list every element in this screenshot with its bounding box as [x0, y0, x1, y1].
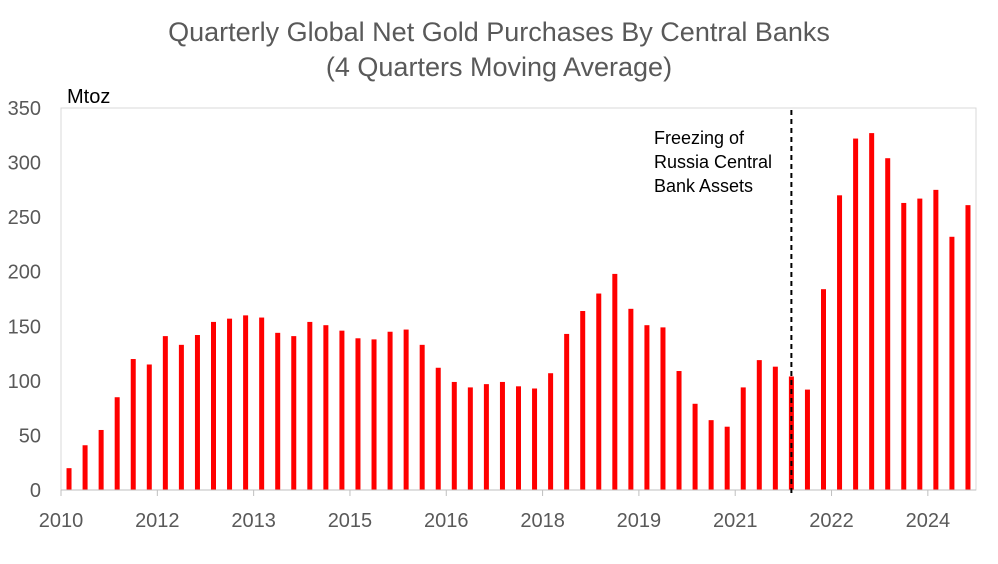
bar — [403, 329, 409, 490]
bar — [949, 236, 955, 490]
bar-series — [66, 133, 971, 491]
bar — [355, 338, 361, 490]
x-tick-label: 2012 — [135, 510, 180, 532]
bar — [307, 321, 313, 490]
bar — [933, 189, 939, 491]
bar — [740, 387, 746, 490]
bar — [371, 339, 377, 490]
bar — [724, 426, 730, 490]
y-tick-label: 250 — [8, 207, 41, 229]
x-tick-label: 2016 — [424, 510, 469, 532]
bar — [323, 325, 329, 490]
bar — [66, 468, 72, 490]
y-tick-label: 100 — [8, 371, 41, 393]
x-tick-label: 2021 — [713, 510, 758, 532]
bar — [339, 330, 345, 490]
bar — [869, 133, 875, 490]
annotation-group: Freezing of Russia Central Bank Assets — [654, 110, 793, 494]
bar — [291, 336, 297, 490]
chart-subtitle: (4 Quarters Moving Average) — [325, 52, 673, 82]
bar — [98, 429, 104, 490]
bar — [644, 325, 650, 490]
bar — [708, 420, 714, 490]
bar — [917, 198, 923, 490]
y-axis-label: Mtoz — [67, 86, 110, 108]
x-tick-label: 2015 — [328, 510, 373, 532]
y-axis-ticks: 0 50 100 150 200 250 300 350 — [8, 98, 41, 502]
bar — [467, 387, 473, 490]
annotation-line: Russia Central — [654, 152, 772, 172]
x-tick-label: 2022 — [809, 510, 854, 532]
x-tick-label: 2010 — [39, 510, 84, 532]
annotation-text: Freezing of Russia Central Bank Assets — [654, 128, 772, 196]
bar — [885, 158, 891, 490]
bar — [259, 317, 265, 490]
bar — [194, 335, 200, 490]
bar — [82, 445, 88, 490]
y-tick-label: 50 — [19, 425, 41, 447]
bar — [178, 344, 184, 490]
bar — [821, 289, 826, 490]
y-tick-label: 0 — [30, 480, 41, 502]
bar — [901, 202, 907, 490]
bar — [516, 386, 521, 490]
bar — [227, 318, 233, 490]
bar — [419, 344, 425, 490]
bar — [114, 397, 120, 490]
chart-title-block: Quarterly Global Net Gold Purchases By C… — [0, 15, 998, 85]
bar — [211, 321, 216, 490]
bar — [275, 332, 281, 490]
bar — [965, 205, 971, 490]
annotation-line: Bank Assets — [654, 176, 753, 196]
bar — [387, 331, 393, 490]
bar — [548, 373, 554, 490]
bar — [564, 333, 570, 490]
bar — [660, 327, 666, 490]
bar — [837, 195, 843, 490]
bar — [853, 138, 859, 490]
bar — [499, 381, 505, 490]
bar — [692, 403, 698, 490]
chart-title: Quarterly Global Net Gold Purchases By C… — [168, 17, 830, 47]
y-tick-label: 200 — [8, 262, 41, 284]
bar — [580, 311, 586, 490]
bar — [756, 360, 762, 490]
bar — [804, 389, 810, 490]
x-tick-label: 2019 — [617, 510, 662, 532]
bar — [628, 308, 634, 490]
bar — [146, 364, 152, 490]
y-tick-label: 350 — [8, 98, 41, 120]
bar — [435, 367, 441, 490]
x-tick-label: 2024 — [906, 510, 951, 532]
bar — [788, 376, 794, 490]
bar — [162, 336, 168, 490]
x-tick-label: 2018 — [520, 510, 565, 532]
bar — [243, 315, 249, 490]
x-axis-ticks: 2010 2012 2013 2015 2016 2018 2019 2021 2022 2024 — [39, 490, 950, 532]
bar — [612, 273, 618, 490]
bar — [596, 293, 602, 490]
bar — [130, 359, 136, 490]
x-tick-label: 2013 — [231, 510, 276, 532]
y-tick-label: 150 — [8, 316, 41, 338]
annotation-line: Freezing of — [654, 128, 745, 148]
bar — [483, 384, 489, 490]
bar — [451, 381, 457, 490]
y-tick-label: 300 — [8, 153, 41, 175]
bar — [532, 388, 538, 490]
bar — [772, 366, 778, 490]
bar — [676, 371, 682, 490]
